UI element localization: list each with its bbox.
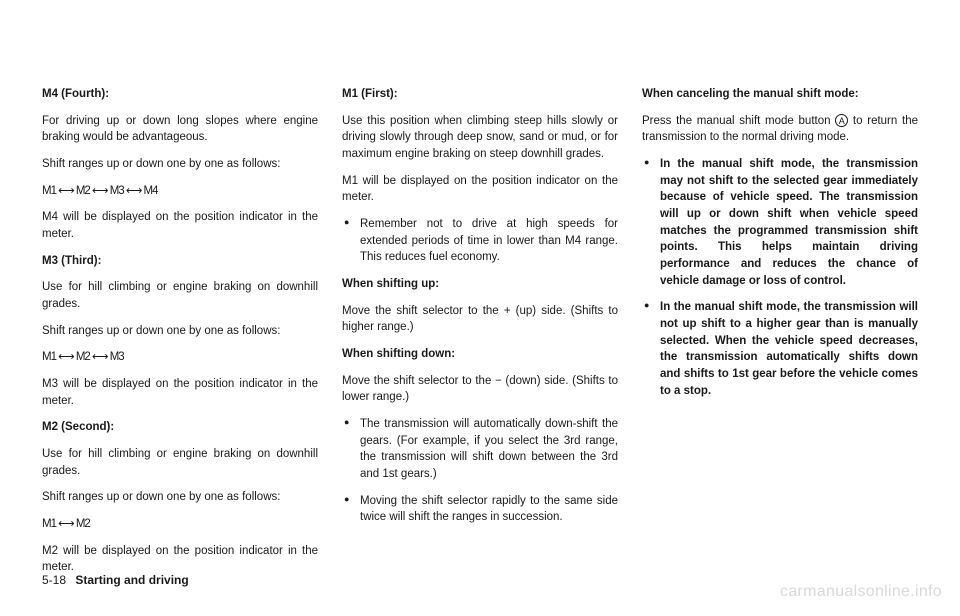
body-text: Shift ranges up or down one by one as fo… — [42, 156, 318, 173]
body-text: M4 will be displayed on the position ind… — [42, 209, 318, 242]
shift-sequence: M1 ⟷ M2 ⟷ M3 — [42, 349, 318, 366]
shift-sequence: M1 ⟷ M2 — [42, 516, 318, 533]
body-text: Move the shift selector to the − (down) … — [342, 373, 618, 406]
bullet-list: The transmission will automatically down… — [342, 416, 618, 526]
heading-m2: M2 (Second): — [42, 419, 318, 436]
body-text: Press the manual shift mode button A to … — [642, 113, 918, 146]
body-text: Use for hill climbing or engine braking … — [42, 279, 318, 312]
body-text: For driving up or down long slopes where… — [42, 113, 318, 146]
list-item: In the manual shift mode, the transmissi… — [642, 299, 918, 399]
body-text: M3 will be displayed on the position ind… — [42, 376, 318, 409]
heading-shift-down: When shifting down: — [342, 346, 618, 363]
heading-m4: M4 (Fourth): — [42, 86, 318, 103]
column-1: M4 (Fourth): For driving up or down long… — [42, 86, 318, 586]
body-text: Use this position when climbing steep hi… — [342, 113, 618, 163]
heading-shift-up: When shifting up: — [342, 276, 618, 293]
heading-m1: M1 (First): — [342, 86, 618, 103]
column-3: When canceling the manual shift mode: Pr… — [642, 86, 918, 586]
bullet-list-bold: In the manual shift mode, the transmissi… — [642, 156, 918, 399]
heading-m3: M3 (Third): — [42, 253, 318, 270]
body-text: M2 will be displayed on the position ind… — [42, 543, 318, 576]
column-2: M1 (First): Use this position when climb… — [342, 86, 618, 586]
bullet-list: Remember not to drive at high speeds for… — [342, 216, 618, 266]
list-item: Moving the shift selector rapidly to the… — [342, 493, 618, 526]
heading-cancel-mode: When canceling the manual shift mode: — [642, 86, 918, 103]
list-item: Remember not to drive at high speeds for… — [342, 216, 618, 266]
section-title: Starting and driving — [75, 573, 188, 587]
list-item: The transmission will automatically down… — [342, 416, 618, 483]
watermark: carmanualsonline.info — [780, 583, 942, 601]
page-footer: 5-18 Starting and driving — [42, 573, 189, 587]
body-text: M1 will be displayed on the position ind… — [342, 173, 618, 206]
body-text: Shift ranges up or down one by one as fo… — [42, 489, 318, 506]
text-fragment: Press the manual shift mode button — [642, 115, 835, 127]
body-text: Use for hill climbing or engine braking … — [42, 446, 318, 479]
shift-sequence: M1 ⟷ M2 ⟷ M3 ⟷ M4 — [42, 183, 318, 200]
page-number: 5-18 — [42, 573, 66, 587]
list-item: In the manual shift mode, the transmissi… — [642, 156, 918, 289]
button-label-icon: A — [835, 114, 848, 127]
body-text: Shift ranges up or down one by one as fo… — [42, 323, 318, 340]
page-content: M4 (Fourth): For driving up or down long… — [0, 0, 960, 616]
body-text: Move the shift selector to the + (up) si… — [342, 303, 618, 336]
